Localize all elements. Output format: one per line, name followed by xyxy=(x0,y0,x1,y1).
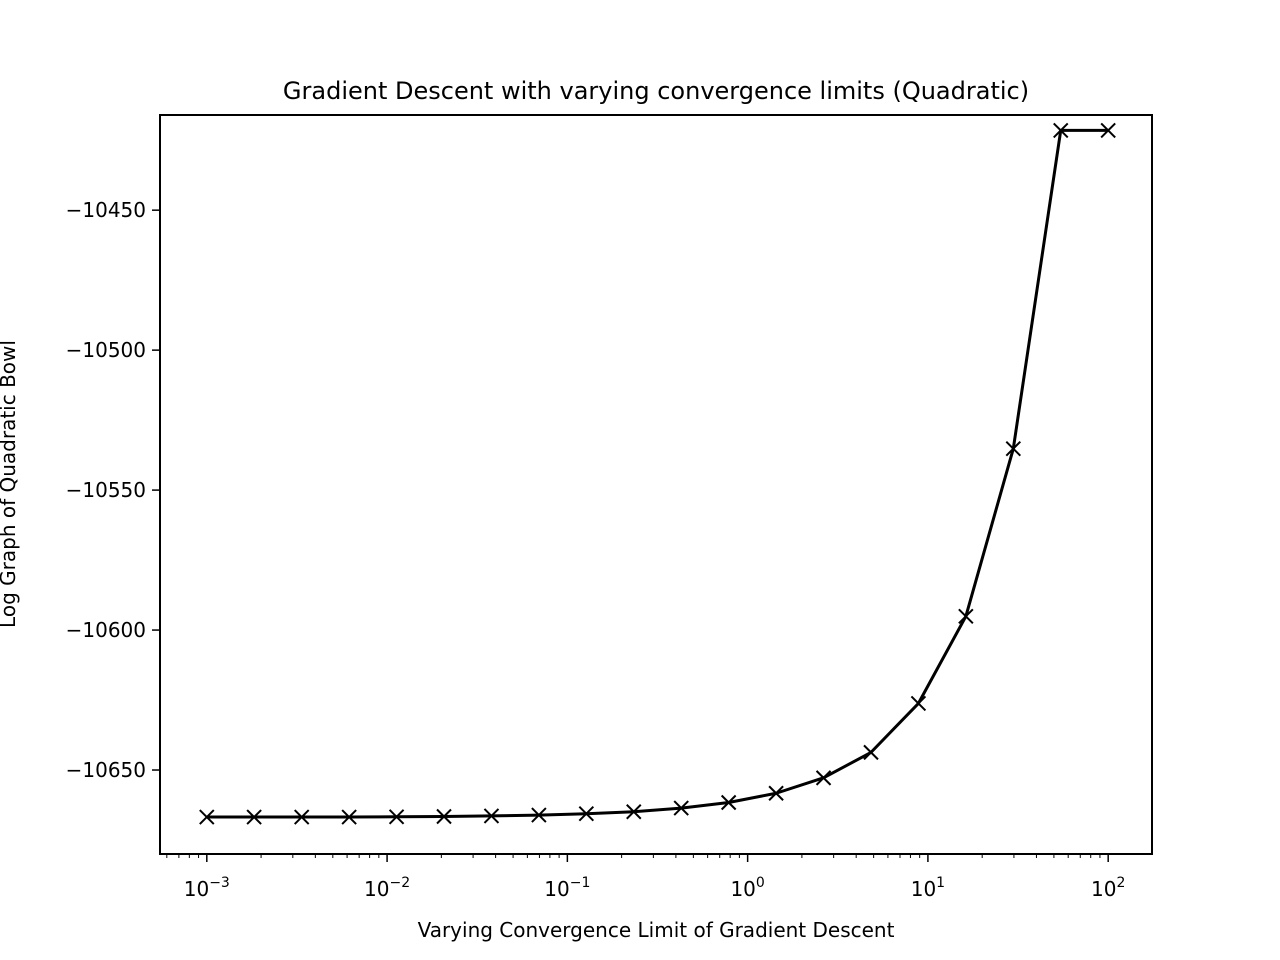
marker-stroke xyxy=(1005,440,1022,457)
data-point-marker xyxy=(483,808,500,824)
data-point-marker xyxy=(720,794,737,811)
y-tick-label: −10650 xyxy=(66,758,146,782)
x-tick-label-exponent: −1 xyxy=(570,875,591,891)
data-point-marker xyxy=(910,695,927,712)
marker-stroke xyxy=(863,744,879,761)
x-tick-label-base: 10 xyxy=(364,877,389,901)
data-point-marker xyxy=(199,809,215,825)
x-tick-label-exponent: −2 xyxy=(389,875,410,891)
plot-frame xyxy=(159,114,1153,855)
marker-stroke xyxy=(910,695,927,712)
x-tick-label-base: 10 xyxy=(544,877,569,901)
chart-title: Gradient Descent with varying convergenc… xyxy=(283,77,1029,105)
marker-stroke xyxy=(388,809,405,825)
data-point-marker xyxy=(293,809,310,825)
marker-stroke xyxy=(531,807,547,823)
marker-stroke xyxy=(673,800,689,816)
y-tick-label: −10550 xyxy=(66,478,146,502)
data-point-marker xyxy=(436,808,452,825)
data-point-marker xyxy=(388,809,405,825)
marker-stroke xyxy=(626,804,642,820)
marker-stroke xyxy=(293,809,310,825)
x-tick-label-exponent: −3 xyxy=(209,875,230,891)
marker-stroke xyxy=(199,809,215,825)
marker-stroke xyxy=(958,608,974,625)
marker-stroke xyxy=(246,809,262,825)
marker-stroke xyxy=(483,808,500,824)
series-line xyxy=(206,128,1109,819)
x-tick-label-base: 10 xyxy=(1091,877,1116,901)
marker-stroke xyxy=(720,794,737,811)
x-axis: 10−3 10−2 10−1 100 101 102 xyxy=(166,854,1125,901)
x-tick-label-exponent: 1 xyxy=(936,875,945,891)
marker-stroke xyxy=(341,809,357,825)
data-point-marker xyxy=(246,809,262,825)
data-point-marker xyxy=(958,608,974,625)
data-point-marker xyxy=(1100,122,1116,139)
data-point-marker xyxy=(815,770,832,786)
data-point-marker xyxy=(578,805,595,822)
x-tick-label-base: 10 xyxy=(911,877,936,901)
y-tick-label: −10450 xyxy=(66,198,146,222)
x-tick-label-base: 10 xyxy=(184,877,209,901)
x-tick-label-exponent: 2 xyxy=(1116,875,1125,891)
x-tick-label: 10−1 xyxy=(544,875,590,901)
y-axis: −10450 −10500 −10550 −10600 −10650 xyxy=(66,198,160,782)
x-tick-label: 10−3 xyxy=(184,875,230,901)
x-tick-label: 101 xyxy=(911,875,945,901)
data-point-marker xyxy=(626,804,642,820)
marker-stroke xyxy=(815,770,832,786)
data-point-marker xyxy=(768,785,784,801)
y-tick-label: −10500 xyxy=(66,338,146,362)
y-tick-label: −10600 xyxy=(66,618,146,642)
data-point-marker xyxy=(1005,440,1022,457)
marker-stroke xyxy=(1100,122,1116,139)
x-tick-label: 10−2 xyxy=(364,875,410,901)
data-point-marker xyxy=(531,807,547,823)
data-point-marker xyxy=(1053,122,1069,139)
marker-stroke xyxy=(1053,122,1069,139)
x-tick-label-exponent: 0 xyxy=(756,875,765,891)
x-tick-label: 102 xyxy=(1091,875,1125,901)
x-tick-label-base: 10 xyxy=(730,877,755,901)
data-point-marker xyxy=(341,809,357,825)
plot-area xyxy=(160,115,1152,854)
series-layer xyxy=(199,122,1116,825)
marker-stroke xyxy=(436,808,452,825)
data-point-marker xyxy=(673,800,689,816)
x-axis-label: Varying Convergence Limit of Gradient De… xyxy=(418,918,895,942)
marker-stroke xyxy=(578,805,595,822)
x-tick-label: 100 xyxy=(730,875,764,901)
data-point-marker xyxy=(863,744,879,761)
y-axis-label: Log Graph of Quadratic Bowl xyxy=(0,340,20,628)
marker-stroke xyxy=(768,785,784,801)
